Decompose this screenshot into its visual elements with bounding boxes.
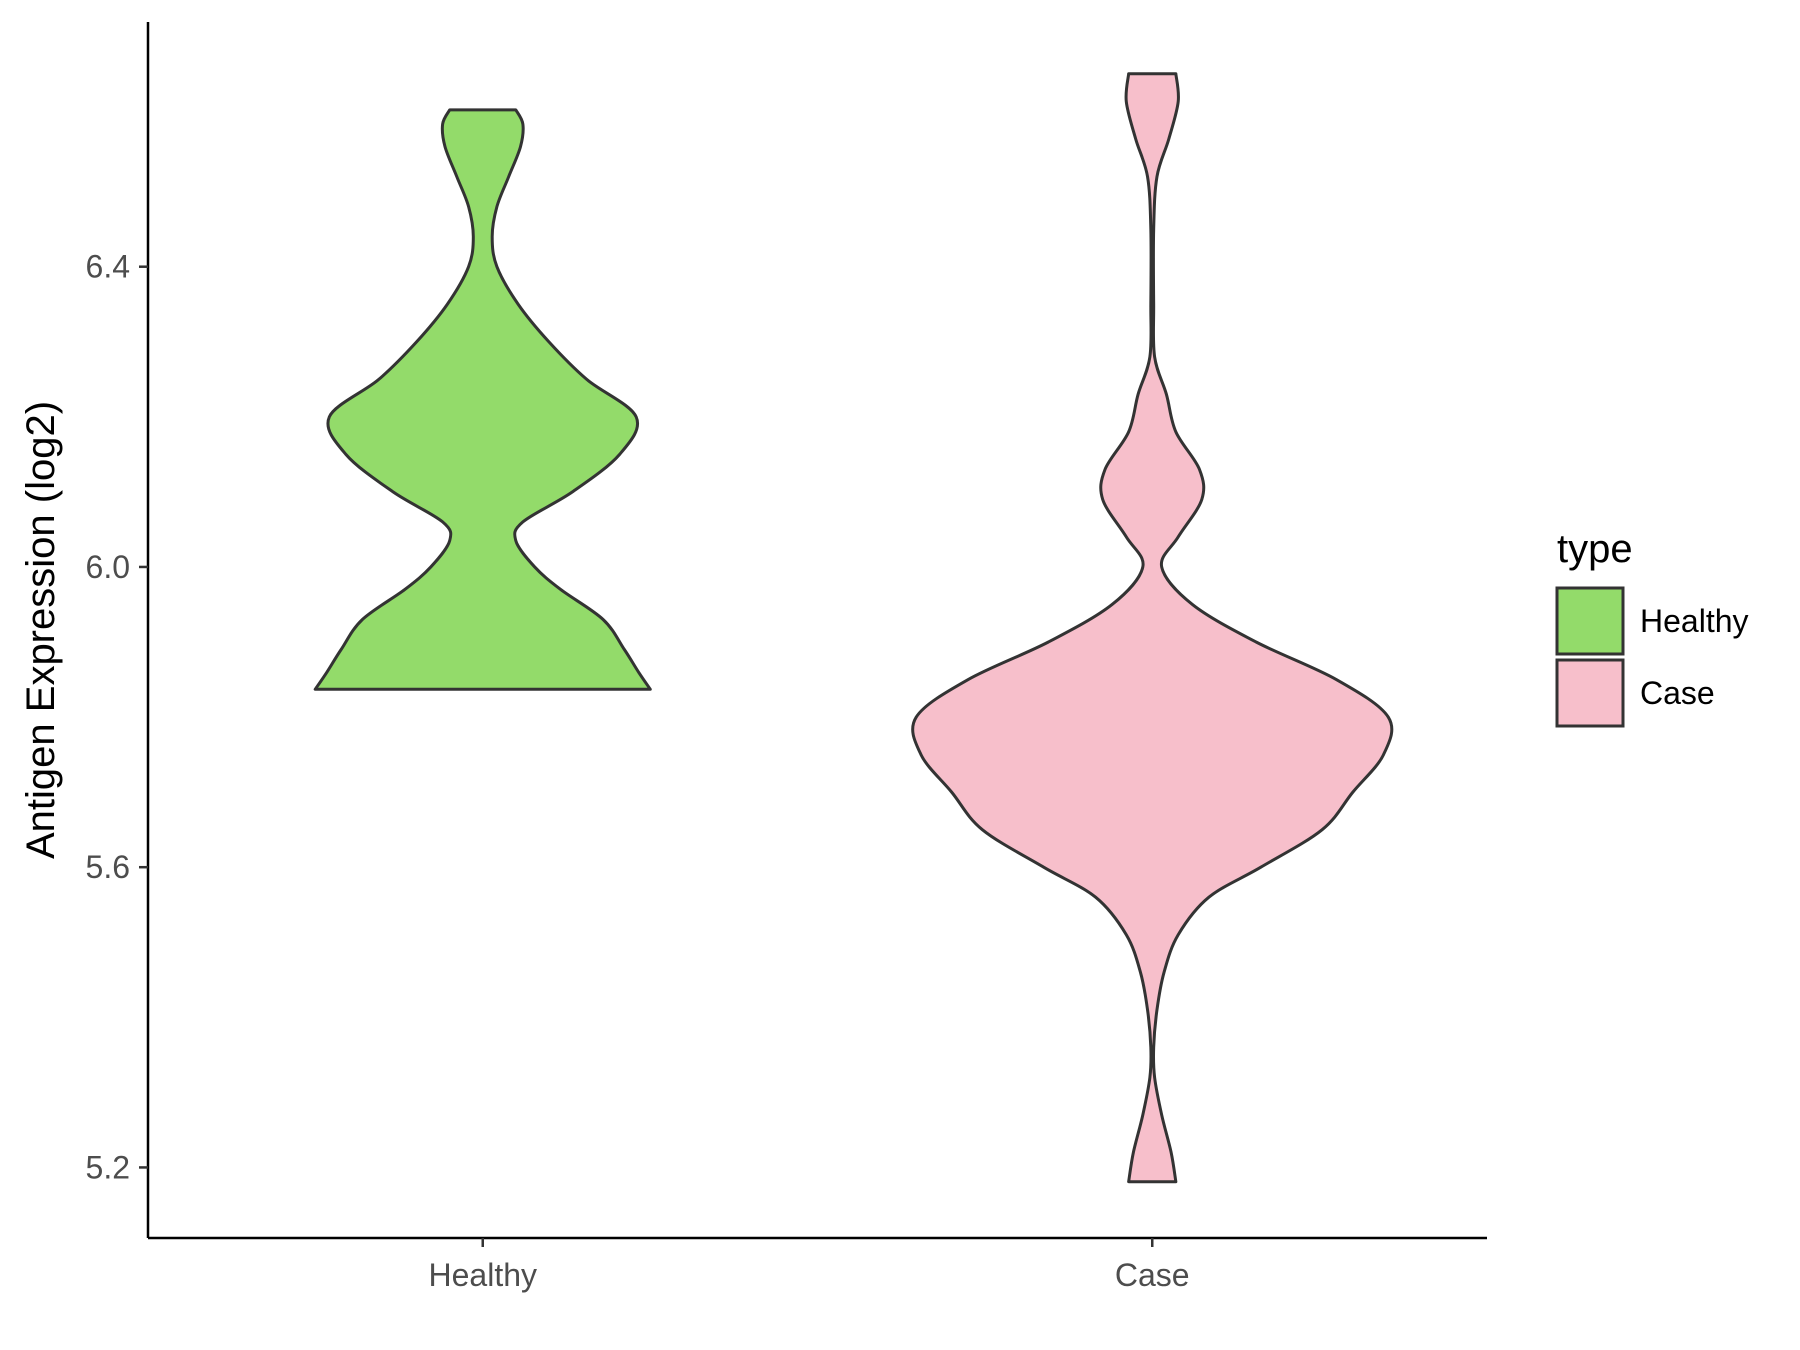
- y-tick-label: 6.0: [86, 549, 130, 585]
- y-axis-title: Antigen Expression (log2): [19, 401, 63, 859]
- y-tick-label: 5.2: [86, 1149, 130, 1185]
- legend: type Healthy Case: [1555, 527, 1749, 728]
- x-axis: Healthy Case: [148, 1236, 1487, 1293]
- y-ticks: 5.2 5.6 6.0 6.4: [86, 249, 148, 1185]
- legend-label-case: Case: [1640, 675, 1715, 711]
- legend-swatch-case: [1555, 658, 1625, 728]
- legend-title: type: [1557, 527, 1633, 571]
- legend-swatch-healthy: [1555, 586, 1625, 656]
- x-ticks: Healthy Case: [429, 1238, 1190, 1293]
- violins-layer: [313, 72, 1394, 1184]
- y-tick-label: 5.6: [86, 849, 130, 885]
- legend-label-healthy: Healthy: [1640, 603, 1749, 639]
- legend-items: Healthy Case: [1555, 586, 1749, 728]
- x-tick-label: Healthy: [429, 1257, 538, 1293]
- y-tick-label: 6.4: [86, 249, 130, 285]
- y-axis: 5.2 5.6 6.0 6.4: [86, 22, 150, 1238]
- violin-healthy: [313, 108, 652, 691]
- violin-case: [911, 72, 1394, 1184]
- x-tick-label: Case: [1115, 1257, 1190, 1293]
